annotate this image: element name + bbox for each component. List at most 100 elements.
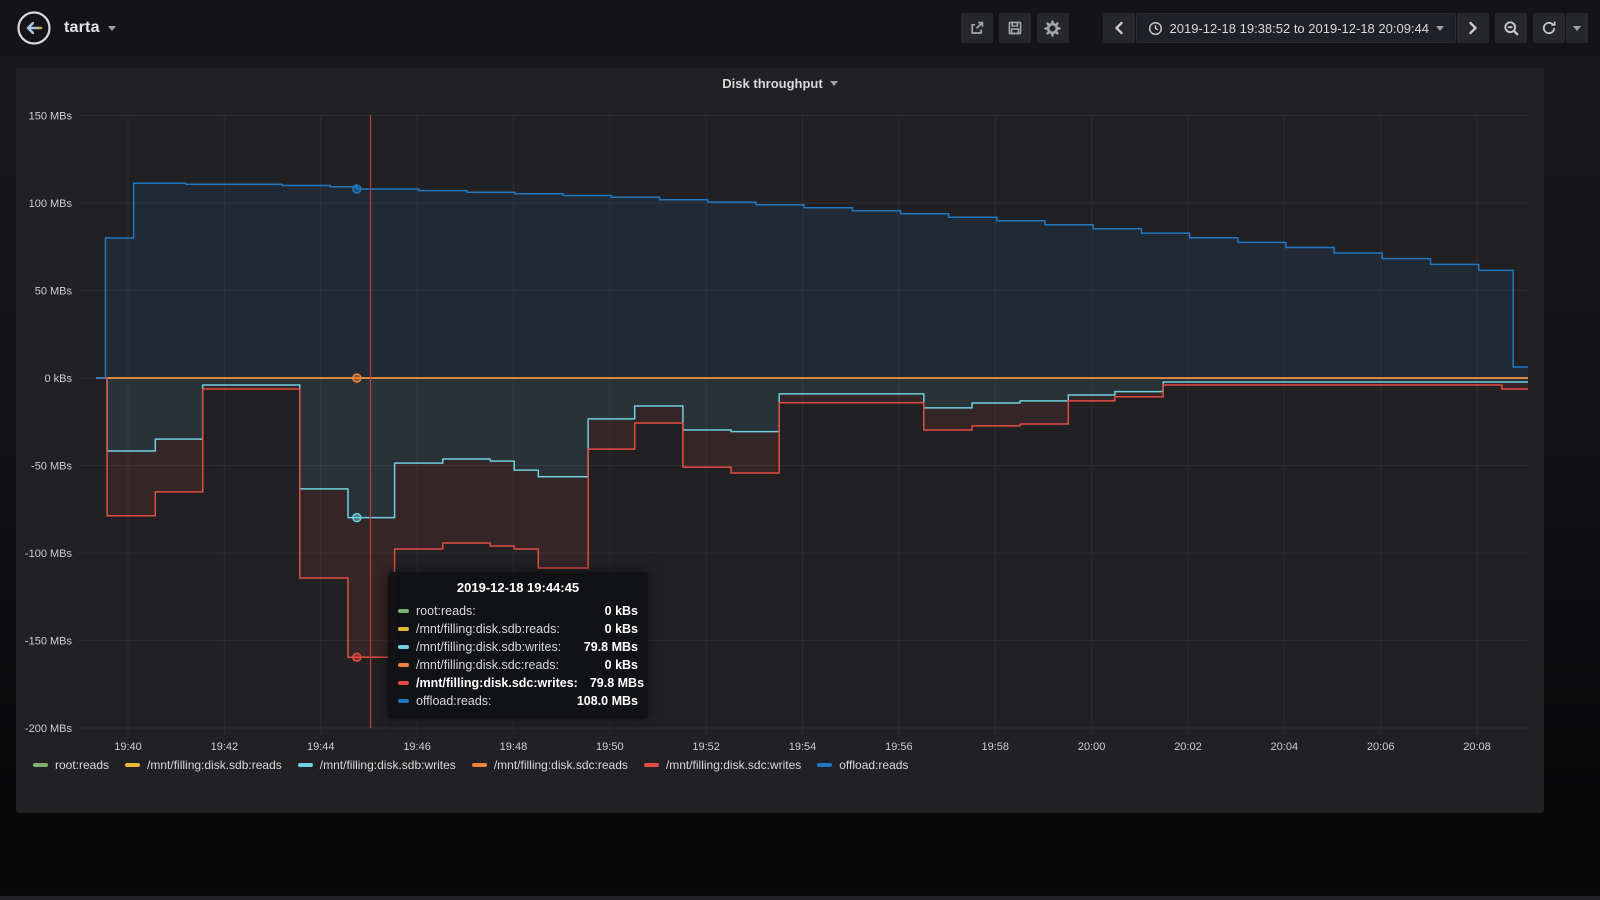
legend-label: /mnt/filling:disk.sdb:reads: [147, 758, 282, 772]
tooltip-series-label: offload:reads:: [416, 694, 492, 708]
chevron-down-icon: [1573, 26, 1581, 31]
tooltip-series-dash: [398, 681, 409, 685]
tooltip-series-value: 0 kBs: [605, 622, 638, 636]
legend-item-mnt-filling-disk-sdb-reads[interactable]: /mnt/filling:disk.sdb:reads: [125, 758, 282, 772]
tooltip-series-dash: [398, 609, 409, 613]
legend-label: root:reads: [55, 758, 109, 772]
series-line-mnt-filling-disk-sdc-writes: [73, 378, 1544, 657]
panel-title-menu[interactable]: Disk throughput: [16, 68, 1544, 98]
x-axis-label: 20:06: [1367, 741, 1395, 750]
x-axis-label: 19:46: [403, 741, 431, 750]
x-axis-label: 20:04: [1271, 741, 1299, 750]
tooltip-series-value: 0 kBs: [605, 604, 638, 618]
tooltip-series-value: 108.0 MBs: [577, 694, 638, 708]
x-axis-label: 19:54: [789, 741, 817, 750]
tooltip-series-label: /mnt/filling:disk.sdc:writes:: [416, 676, 578, 690]
tooltip-row: /mnt/filling:disk.sdb:writes: 79.8 MBs: [398, 638, 638, 656]
refresh-icon: [1541, 20, 1557, 36]
tooltip-series-value: 0 kBs: [605, 658, 638, 672]
legend-color-dash: [644, 763, 659, 767]
tooltip-row: /mnt/filling:disk.sdc:reads: 0 kBs: [398, 656, 638, 674]
time-range-picker[interactable]: 2019-12-18 19:38:52 to 2019-12-18 20:09:…: [1136, 13, 1457, 43]
legend-item-mnt-filling-disk-sdc-reads[interactable]: /mnt/filling:disk.sdc:reads: [472, 758, 628, 772]
legend-item-root-reads[interactable]: root:reads: [33, 758, 109, 772]
time-forward-button[interactable]: [1457, 13, 1489, 43]
hover-dot-mnt-filling-disk-sdc-reads: [353, 374, 361, 382]
refresh-interval-dropdown[interactable]: [1566, 13, 1588, 43]
y-axis-label: 150 MBs: [29, 111, 73, 123]
tooltip-series-value: 79.8 MBs: [590, 676, 644, 690]
y-axis-label: -50 MBs: [31, 461, 72, 473]
tooltip-row: /mnt/filling:disk.sdc:writes:79.8 MBs: [398, 674, 638, 692]
panel-title: Disk throughput: [722, 76, 822, 91]
refresh-button[interactable]: [1533, 13, 1565, 43]
y-axis-label: 100 MBs: [29, 198, 73, 210]
x-axis-label: 19:42: [211, 741, 239, 750]
tooltip-series-label: /mnt/filling:disk.sdc:reads:: [416, 658, 559, 672]
share-icon: [969, 20, 985, 36]
chevron-down-icon: [1436, 26, 1444, 31]
time-back-button[interactable]: [1103, 13, 1135, 43]
legend-label: /mnt/filling:disk.sdb:writes: [320, 758, 456, 772]
legend-item-mnt-filling-disk-sdb-writes[interactable]: /mnt/filling:disk.sdb:writes: [298, 758, 456, 772]
tooltip-series-dash: [398, 627, 409, 631]
tooltip-rows: root:reads: 0 kBs/mnt/filling:disk.sdb:re…: [398, 602, 638, 710]
tooltip-row: offload:reads: 108.0 MBs: [398, 692, 638, 710]
refresh-controls: [1533, 13, 1588, 43]
y-axis-label: 0 kBs: [44, 373, 72, 385]
tooltip-timestamp: 2019-12-18 19:44:45: [398, 580, 638, 595]
x-axis-label: 20:08: [1463, 741, 1491, 750]
share-button[interactable]: [961, 13, 993, 43]
tooltip-series-label: /mnt/filling:disk.sdb:writes:: [416, 640, 561, 654]
legend-label: offload:reads: [839, 758, 908, 772]
bottom-edge: [0, 896, 1600, 900]
back-button[interactable]: [16, 10, 52, 46]
tooltip-series-dash: [398, 663, 409, 667]
y-axis-label: 50 MBs: [35, 286, 73, 298]
legend-item-mnt-filling-disk-sdc-writes[interactable]: /mnt/filling:disk.sdc:writes: [644, 758, 801, 772]
tooltip-row: root:reads: 0 kBs: [398, 602, 638, 620]
x-axis-label: 19:56: [885, 741, 913, 750]
gear-icon: [1044, 20, 1061, 37]
x-axis-label: 19:52: [692, 741, 720, 750]
dashboard-title-dropdown[interactable]: tarta: [64, 19, 116, 37]
save-button[interactable]: [999, 13, 1031, 43]
save-icon: [1007, 20, 1023, 36]
navbar-actions: 2019-12-18 19:38:52 to 2019-12-18 20:09:…: [961, 13, 1589, 43]
tooltip-row: /mnt/filling:disk.sdb:reads: 0 kBs: [398, 620, 638, 638]
hover-dot-offload-reads: [353, 185, 361, 193]
legend-color-dash: [33, 763, 48, 767]
x-axis-label: 20:02: [1174, 741, 1202, 750]
chevron-left-icon: [1113, 21, 1125, 35]
dashboard-title: tarta: [64, 19, 100, 37]
chart-svg[interactable]: 150 MBs100 MBs50 MBs0 kBs-50 MBs-100 MBs…: [16, 98, 1544, 750]
clock-icon: [1148, 21, 1163, 36]
y-axis-label: -200 MBs: [25, 723, 73, 735]
time-range-label: 2019-12-18 19:38:52 to 2019-12-18 20:09:…: [1170, 21, 1430, 36]
zoom-out-button[interactable]: [1495, 13, 1527, 43]
tooltip-series-value: 79.8 MBs: [584, 640, 638, 654]
legend-color-dash: [298, 763, 313, 767]
chevron-down-icon: [108, 26, 116, 31]
tooltip-series-dash: [398, 699, 409, 703]
tooltip-series-label: /mnt/filling:disk.sdb:reads:: [416, 622, 560, 636]
chart-tooltip: 2019-12-18 19:44:45 root:reads: 0 kBs/mnt…: [388, 572, 648, 719]
x-axis-label: 20:00: [1078, 741, 1106, 750]
x-axis-label: 19:44: [307, 741, 335, 750]
legend-color-dash: [817, 763, 832, 767]
legend-color-dash: [125, 763, 140, 767]
tooltip-series-label: root:reads:: [416, 604, 476, 618]
legend-label: /mnt/filling:disk.sdc:reads: [494, 758, 628, 772]
chevron-down-icon: [830, 81, 838, 86]
hover-dot-mnt-filling-disk-sdb-writes: [353, 514, 361, 522]
legend-item-offload-reads[interactable]: offload:reads: [817, 758, 908, 772]
chart-legend: root:reads/mnt/filling:disk.sdb:reads/mn…: [16, 750, 1544, 772]
hover-dot-mnt-filling-disk-sdc-writes: [353, 653, 361, 661]
x-axis-label: 19:40: [114, 741, 142, 750]
x-axis-label: 19:50: [596, 741, 624, 750]
settings-button[interactable]: [1037, 13, 1069, 43]
top-navbar: tarta: [0, 0, 1600, 56]
zoom-out-icon: [1503, 20, 1520, 37]
y-axis-label: -150 MBs: [25, 636, 73, 648]
plot-area: [73, 183, 1544, 657]
